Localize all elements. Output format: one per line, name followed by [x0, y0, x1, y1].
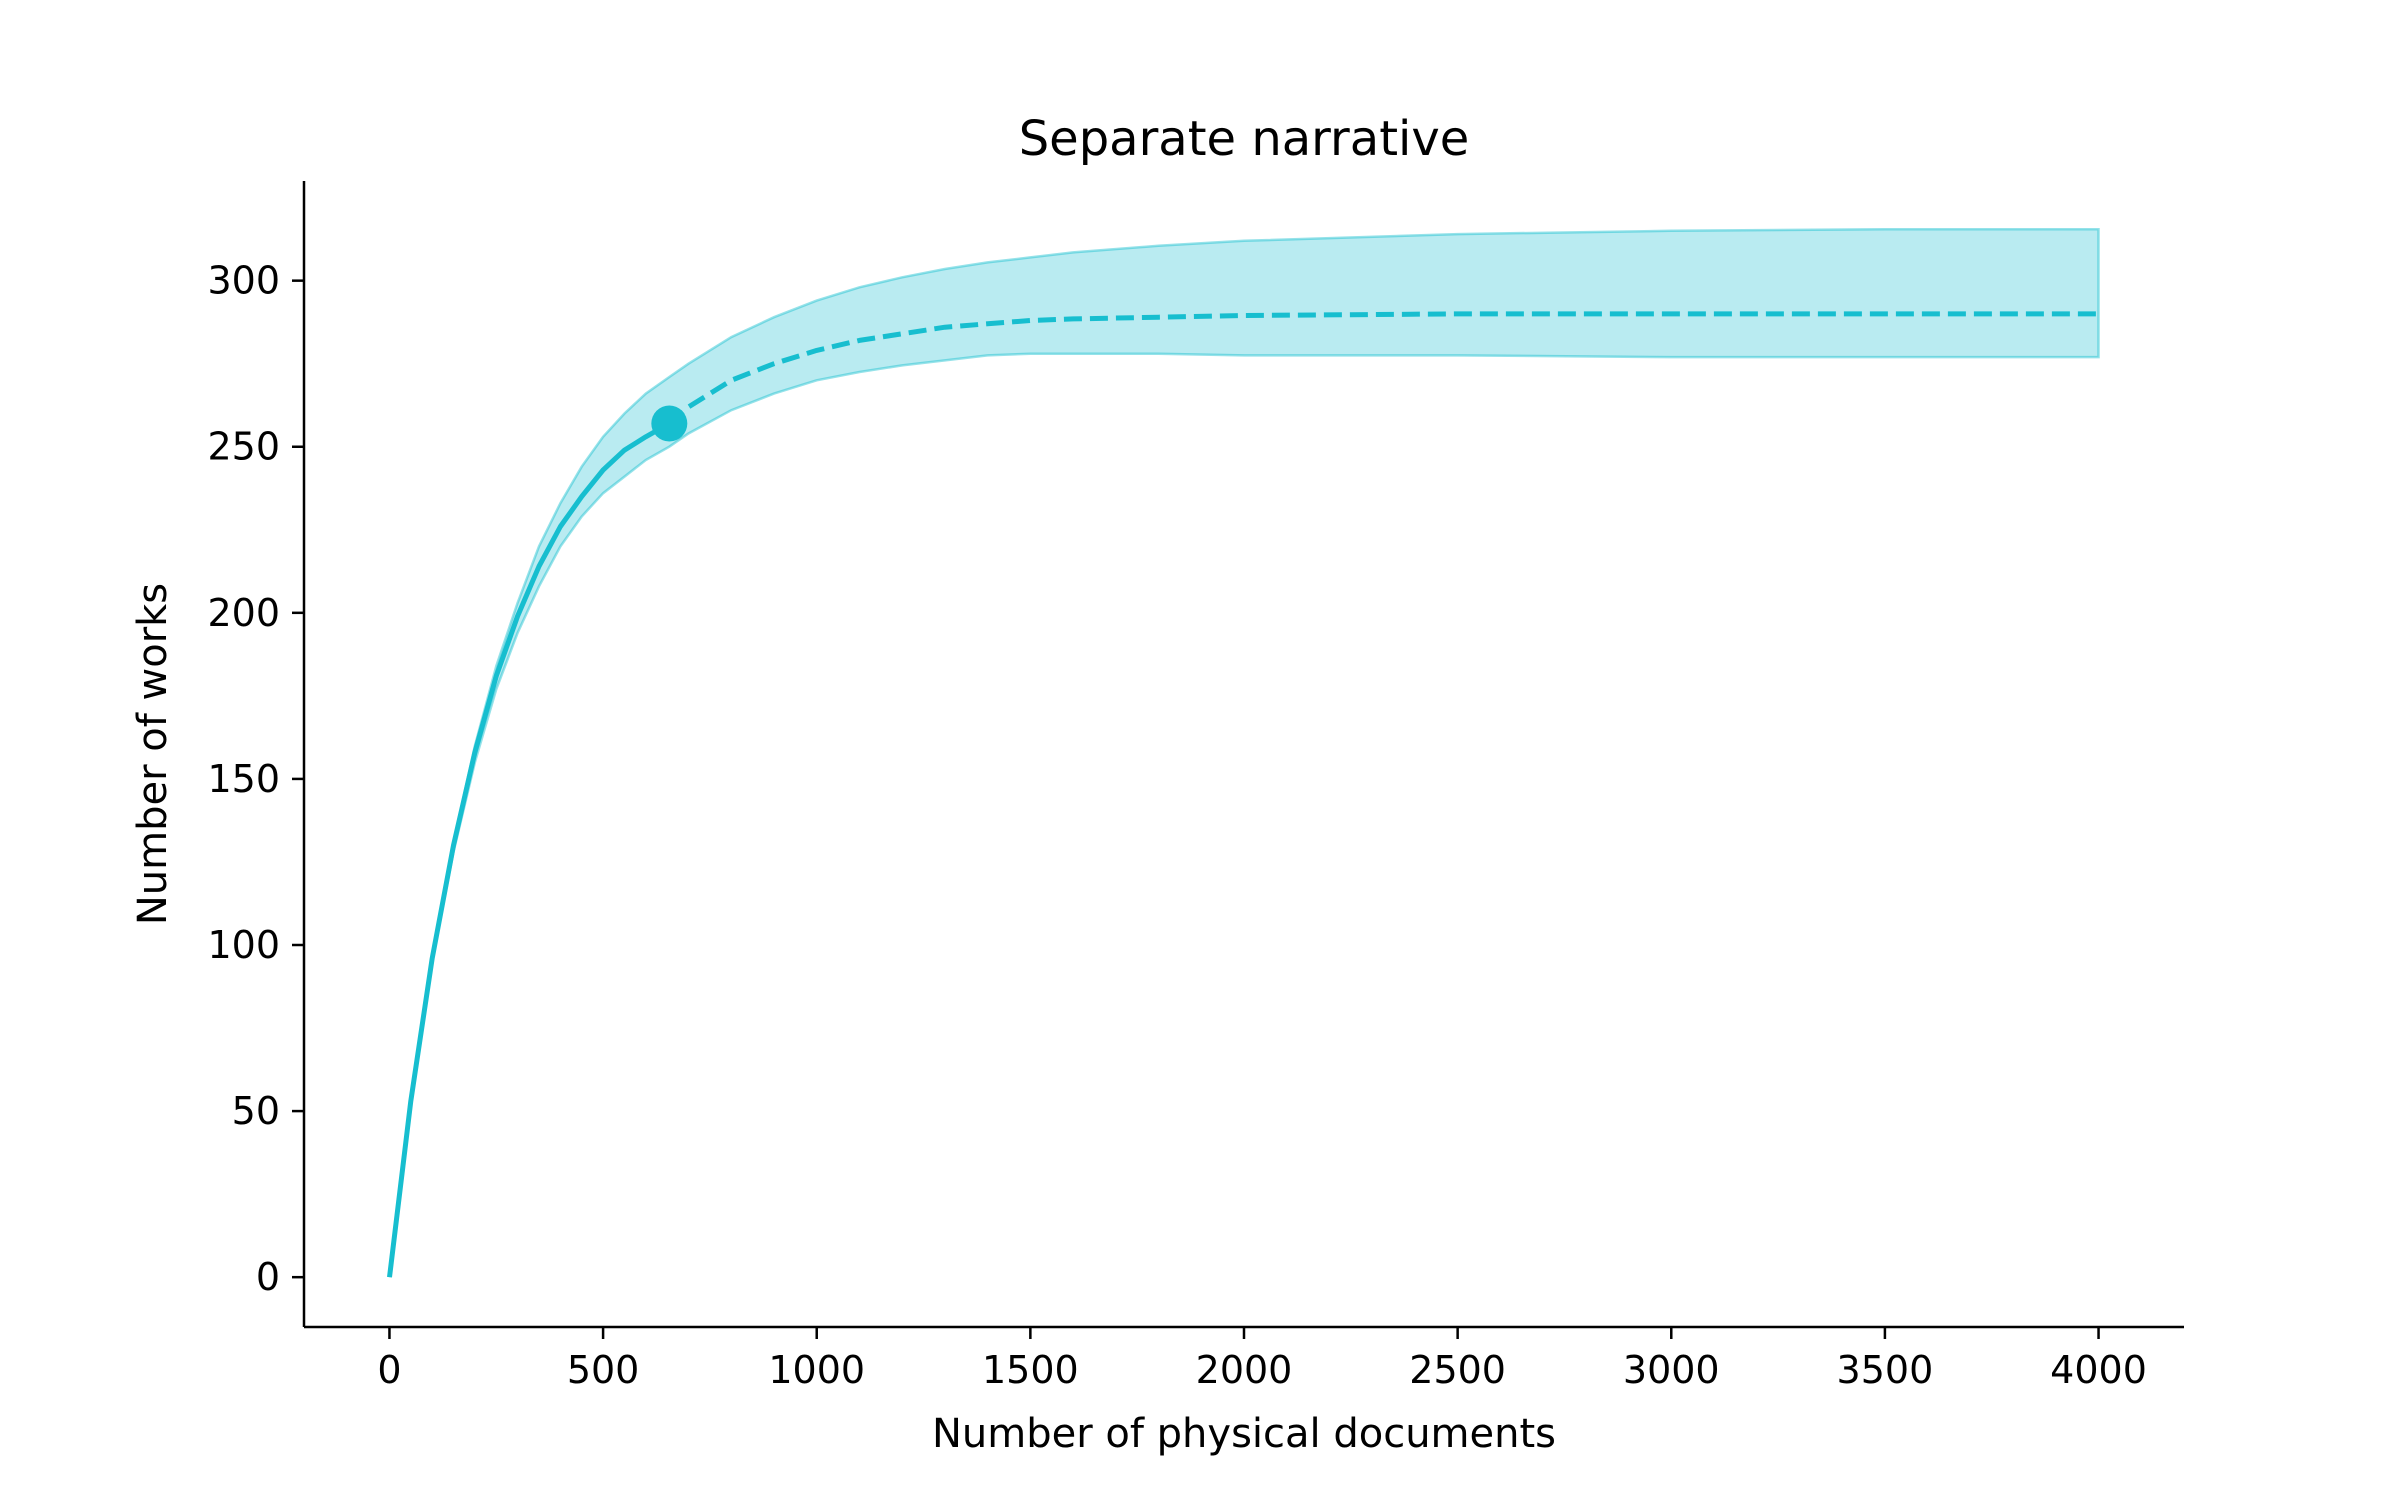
x-tick-label: 2500	[1409, 1348, 1506, 1392]
y-tick-label: 100	[207, 923, 280, 967]
confidence-band	[388, 227, 2100, 1278]
plot-area	[387, 227, 2100, 1278]
x-axis-title: Number of physical documents	[932, 1411, 1556, 1457]
x-tick-label: 2000	[1196, 1348, 1293, 1392]
y-tick-label: 200	[207, 591, 280, 635]
x-tick-label: 1000	[768, 1348, 865, 1392]
current-point-marker	[651, 405, 688, 442]
y-axis-ticks: 0 50 100 150 200 250 300	[207, 259, 304, 1299]
x-tick-label: 0	[377, 1348, 401, 1392]
y-tick-label: 0	[256, 1255, 280, 1299]
chart-title: Separate narrative	[1019, 111, 1470, 167]
x-tick-label: 1500	[982, 1348, 1079, 1392]
x-tick-label: 500	[567, 1348, 640, 1392]
extrapolation-line	[667, 311, 2099, 426]
x-tick-label: 3000	[1623, 1348, 1720, 1392]
observed-line	[387, 421, 671, 1278]
y-tick-label: 250	[207, 425, 280, 469]
x-tick-label: 3500	[1837, 1348, 1934, 1392]
y-tick-label: 150	[207, 757, 280, 801]
x-tick-label: 4000	[2050, 1348, 2147, 1392]
y-tick-label: 300	[207, 259, 280, 303]
y-axis-title: Number of works	[130, 583, 176, 925]
y-tick-label: 50	[232, 1089, 280, 1133]
x-axis-ticks: 0 500 1000 1500 2000 2500 3000 3500 4000	[377, 1327, 2147, 1392]
